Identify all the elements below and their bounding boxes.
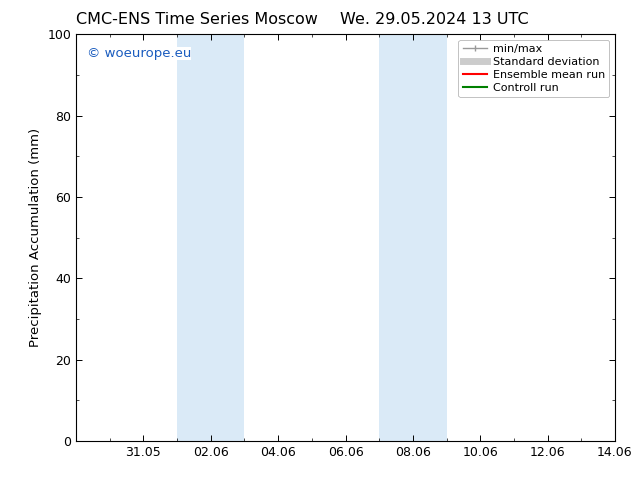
- Bar: [379, 34, 446, 441]
- Text: CMC-ENS Time Series Moscow: CMC-ENS Time Series Moscow: [75, 12, 318, 27]
- Bar: [177, 34, 245, 441]
- Text: © woeurope.eu: © woeurope.eu: [87, 47, 191, 59]
- Legend: min/max, Standard deviation, Ensemble mean run, Controll run: min/max, Standard deviation, Ensemble me…: [458, 40, 609, 97]
- Y-axis label: Precipitation Accumulation (mm): Precipitation Accumulation (mm): [29, 128, 42, 347]
- Text: We. 29.05.2024 13 UTC: We. 29.05.2024 13 UTC: [340, 12, 529, 27]
